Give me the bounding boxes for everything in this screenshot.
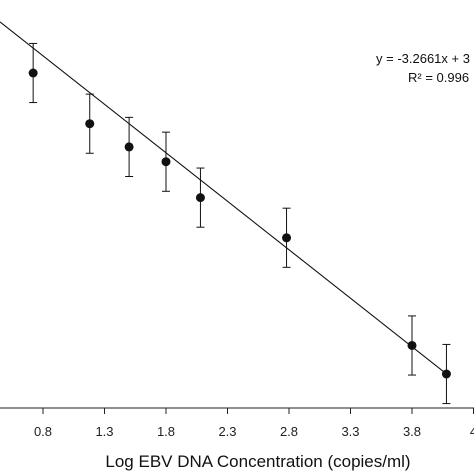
x-axis-ticks: 0.8 1.3 1.8 2.3 2.8 3.3 3.8 4 <box>34 408 474 439</box>
data-point <box>85 119 95 129</box>
data-point <box>282 233 292 243</box>
x-axis-title: Log EBV DNA Concentration (copies/ml) <box>105 452 410 471</box>
x-tick-label: 3.8 <box>403 424 421 439</box>
data-point <box>441 369 451 379</box>
data-points-group <box>28 42 451 405</box>
data-point <box>124 142 134 152</box>
x-tick-label: 3.3 <box>341 424 359 439</box>
x-tick-label: 0.8 <box>34 424 52 439</box>
x-tick-label: 2.3 <box>218 424 236 439</box>
equation-label: y = -3.2661x + 3 <box>376 51 470 66</box>
data-point <box>407 340 417 350</box>
r-squared-label: R² = 0.996 <box>408 70 469 85</box>
x-tick-label: 2.8 <box>280 424 298 439</box>
data-point <box>195 193 205 203</box>
data-point <box>28 68 38 78</box>
x-tick-label: 4 <box>470 424 474 439</box>
x-tick-label: 1.8 <box>157 424 175 439</box>
trendline-group <box>0 21 450 377</box>
data-point <box>161 157 171 167</box>
x-tick-label: 1.3 <box>95 424 113 439</box>
trendline <box>0 21 450 377</box>
